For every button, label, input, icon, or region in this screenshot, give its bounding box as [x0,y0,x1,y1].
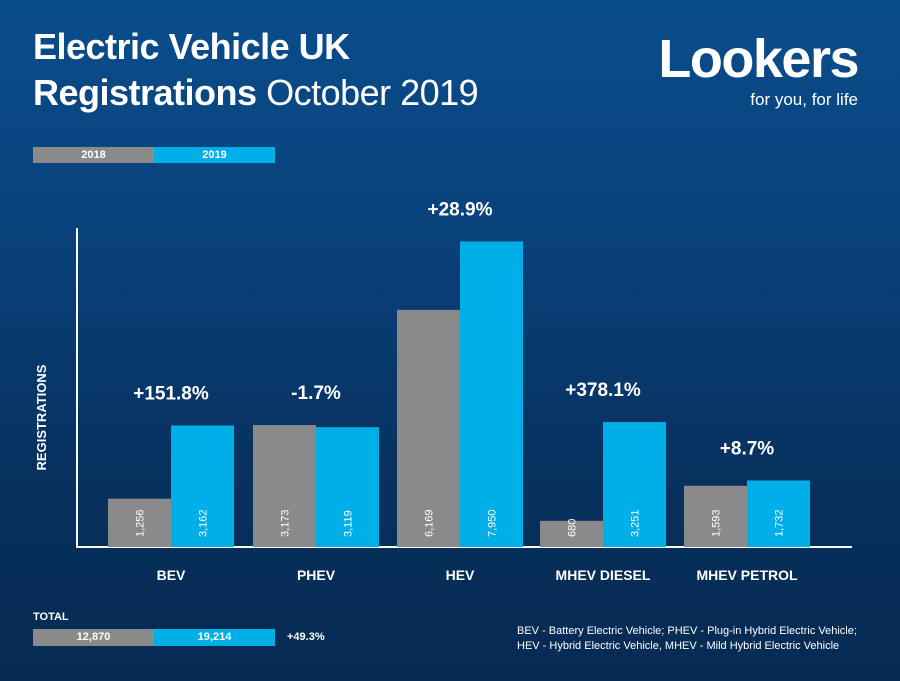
bar-2018-mhev-petrol [684,485,747,547]
bar-2019-bev [171,425,234,547]
change-annotation-mhev-petrol: +8.7% [720,438,775,459]
total-2019: 19,214 [154,629,275,646]
brand-name: Lookers [658,29,859,89]
legend-item-2019: 2019 [154,147,275,163]
footnote-line-2: HEV - Hybrid Electric Vehicle, MHEV - Mi… [517,640,840,652]
footnote-line-1: BEV - Battery Electric Vehicle; PHEV - P… [517,625,857,637]
data-label-2018-mhev-diesel: 680 [567,519,579,537]
bar-2018-hev [397,309,460,547]
category-label-phev: PHEV [297,567,336,583]
data-label-2018-bev: 1,256 [135,509,147,537]
data-label-2019-hev: 7,950 [487,509,499,537]
data-label-2018-phev: 3,173 [280,509,292,537]
chart-title: Electric Vehicle UK Registrations Octobe… [33,24,479,116]
footnote: BEV - Battery Electric Vehicle; PHEV - P… [517,624,857,654]
brand-logo: Lookers for you, for life [658,29,859,110]
totals-bar: 12,870 19,214 [33,629,275,646]
change-annotation-hev: +28.9% [428,199,493,220]
bar-2019-mhev-diesel [603,422,666,547]
category-label-hev: HEV [446,567,475,583]
bar-2018-phev [253,425,316,547]
title-line-2: Registrations October 2019 [33,70,479,116]
bar-2019-hev [460,241,523,547]
bar-2018-mhev-diesel [540,520,603,547]
category-label-mhev-diesel: MHEV DIESEL [556,567,651,583]
total-label: TOTAL [33,611,69,623]
title-registrations: Registrations [33,72,257,113]
data-label-2018-mhev-petrol: 1,593 [711,509,723,537]
bar-2019-mhev-petrol [747,480,810,547]
title-period: October 2019 [266,72,479,113]
total-change: +49.3% [287,631,325,643]
y-axis-title: REGISTRATIONS [34,364,49,470]
category-label-bev: BEV [157,567,186,583]
bar-2019-phev [316,427,379,547]
chart-legend: 2018 2019 [33,147,275,163]
change-annotation-bev: +151.8% [133,383,209,404]
legend-item-2018: 2018 [33,147,154,163]
brand-tagline: for you, for life [750,90,858,109]
total-2018: 12,870 [33,629,154,646]
data-label-2019-mhev-diesel: 3,251 [630,509,642,537]
category-label-mhev-petrol: MHEV PETROL [696,567,798,583]
change-annotation-mhev-diesel: +378.1% [565,380,641,401]
data-label-2019-mhev-petrol: 1,732 [774,509,786,537]
data-label-2019-phev: 3,119 [343,510,355,537]
change-annotation-phev: -1.7% [291,383,341,404]
data-label-2019-bev: 3,162 [198,509,210,537]
title-line-1: Electric Vehicle UK [33,26,350,67]
data-label-2018-hev: 6,169 [424,509,436,537]
bar-2018-bev [108,498,171,547]
